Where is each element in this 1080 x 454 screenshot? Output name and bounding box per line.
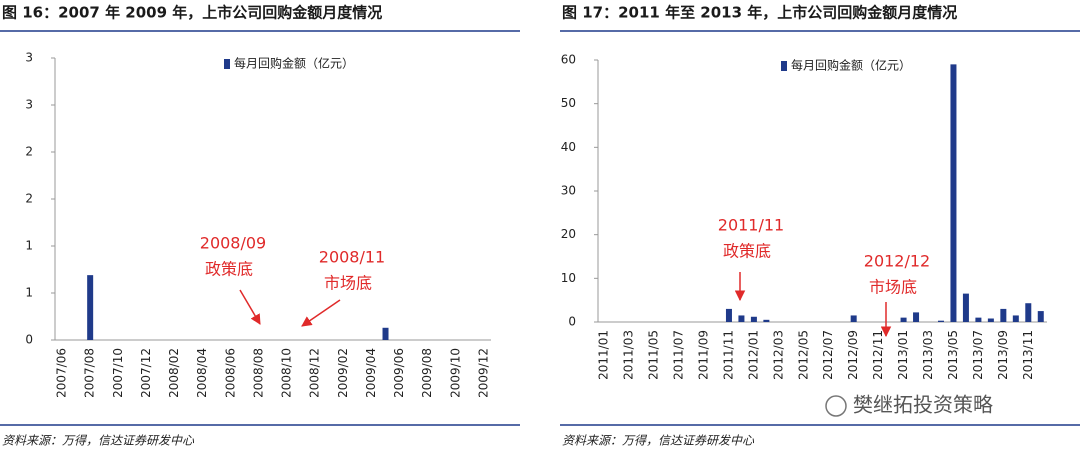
source-note: 资料来源：万得，信达证券研发中心 <box>2 434 195 448</box>
x-tick-label: 2007/12 <box>139 348 153 398</box>
x-tick-label: 2008/04 <box>195 348 209 398</box>
bar <box>987 318 994 322</box>
bar <box>937 320 944 322</box>
annotation-date: 2008/11 <box>319 248 385 267</box>
annotation-date: 2011/11 <box>718 216 784 235</box>
y-tick-label: 2 <box>25 145 33 159</box>
y-tick-label: 1 <box>25 239 33 253</box>
annotation-note: 政策底 <box>723 242 771 261</box>
x-tick-label: 2008/06 <box>223 348 237 398</box>
bar <box>950 64 957 322</box>
chart-title: 图 17：2011 年至 2013 年，上市公司回购金额月度情况 <box>562 4 957 22</box>
y-tick-label: 20 <box>561 227 576 241</box>
legend-label: 每月回购金额（亿元） <box>791 58 911 73</box>
annotation-note: 市场底 <box>869 278 917 297</box>
x-tick-label: 2007/08 <box>83 348 97 398</box>
legend-swatch <box>224 59 230 69</box>
bar <box>1012 315 1019 322</box>
bar <box>913 312 920 322</box>
annotation-arrow <box>301 299 341 327</box>
watermark-icon <box>825 395 847 417</box>
bar <box>1000 308 1007 322</box>
bar <box>382 327 389 340</box>
x-tick-label: 2012/03 <box>771 330 785 380</box>
watermark: 樊继拓投资策略 <box>853 393 993 417</box>
x-tick-label: 2009/12 <box>476 348 490 398</box>
legend-label: 每月回购金额（亿元） <box>234 56 354 71</box>
bar <box>850 315 857 322</box>
bar <box>738 315 745 322</box>
x-tick-label: 2009/06 <box>392 348 406 398</box>
y-tick-label: 10 <box>561 271 576 285</box>
bar <box>725 308 732 322</box>
y-tick-label: 2 <box>25 192 33 206</box>
y-tick-label: 3 <box>25 98 33 112</box>
x-tick-label: 2007/06 <box>55 348 69 398</box>
bar <box>87 275 94 340</box>
y-tick-label: 0 <box>568 315 576 329</box>
y-tick-label: 1 <box>25 286 33 300</box>
x-tick-label: 2013/05 <box>946 330 960 380</box>
y-tick-label: 40 <box>561 140 576 154</box>
annotation-arrow <box>239 289 261 325</box>
bar <box>900 317 907 322</box>
source-note: 资料来源：万得，信达证券研发中心 <box>562 434 755 448</box>
bar <box>1037 311 1044 322</box>
x-tick-label: 2012/09 <box>846 330 860 380</box>
x-tick-label: 2008/08 <box>251 348 265 398</box>
x-tick-label: 2009/02 <box>336 348 350 398</box>
x-tick-label: 2012/01 <box>746 330 760 380</box>
annotation-note: 市场底 <box>324 274 372 293</box>
annotation-date: 2008/09 <box>200 234 266 253</box>
annotation-date: 2012/12 <box>864 252 930 271</box>
bar <box>962 293 969 322</box>
x-tick-label: 2012/11 <box>871 330 885 380</box>
y-tick-label: 50 <box>561 96 576 110</box>
y-tick-label: 3 <box>25 51 33 65</box>
x-tick-label: 2013/07 <box>971 330 985 380</box>
x-tick-label: 2011/05 <box>647 330 661 380</box>
annotation-note: 政策底 <box>205 260 253 279</box>
x-tick-label: 2011/01 <box>597 330 611 380</box>
x-tick-label: 2011/03 <box>622 330 636 380</box>
y-tick-label: 60 <box>561 53 576 67</box>
bar <box>1025 303 1032 322</box>
x-tick-label: 2011/11 <box>721 330 735 380</box>
x-tick-label: 2009/10 <box>448 348 462 398</box>
x-tick-label: 2008/12 <box>308 348 322 398</box>
y-tick-label: 0 <box>25 333 33 347</box>
x-tick-label: 2012/07 <box>821 330 835 380</box>
x-tick-label: 2011/09 <box>697 330 711 380</box>
bar <box>975 317 982 322</box>
x-tick-label: 2012/05 <box>796 330 810 380</box>
x-tick-label: 2009/04 <box>364 348 378 398</box>
x-tick-label: 2009/08 <box>420 348 434 398</box>
x-tick-label: 2013/11 <box>1021 330 1035 380</box>
bar <box>750 316 757 322</box>
x-tick-label: 2008/02 <box>167 348 181 398</box>
chart-title: 图 16：2007 年 2009 年，上市公司回购金额月度情况 <box>2 4 382 22</box>
x-tick-label: 2013/03 <box>921 330 935 380</box>
x-tick-label: 2011/07 <box>672 330 686 380</box>
legend-swatch <box>781 61 787 71</box>
x-tick-label: 2007/10 <box>111 348 125 398</box>
x-tick-label: 2008/10 <box>280 348 294 398</box>
x-tick-label: 2013/09 <box>996 330 1010 380</box>
bar <box>763 319 770 322</box>
y-tick-label: 30 <box>561 184 576 198</box>
x-tick-label: 2013/01 <box>896 330 910 380</box>
